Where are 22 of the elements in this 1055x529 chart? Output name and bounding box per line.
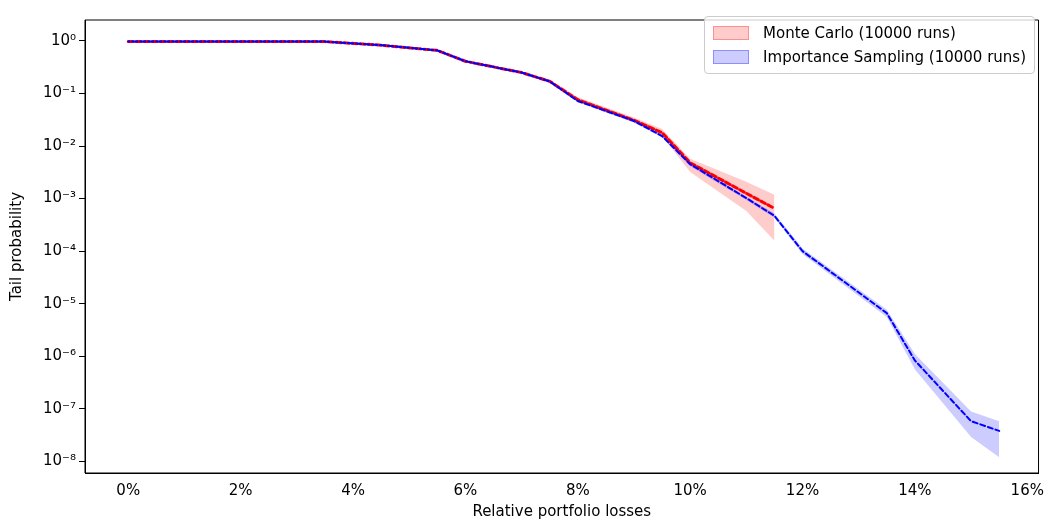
x-tick-label: 0% <box>116 480 141 499</box>
x-tick-label: 12% <box>785 480 820 499</box>
legend-label: Monte Carlo (10000 runs) <box>763 23 956 44</box>
y-tick-label: 10⁻² <box>42 135 76 154</box>
x-tick-label: 2% <box>228 480 253 499</box>
x-axis-title: Relative portfolio losses <box>472 501 652 520</box>
legend-label: Importance Sampling (10000 runs) <box>763 47 1026 68</box>
x-tick-label: 10% <box>673 480 707 499</box>
x-tick-label: 16% <box>1010 480 1044 499</box>
y-tick-label: 10⁻⁵ <box>42 293 76 312</box>
y-tick-label: 10⁻¹ <box>42 83 76 102</box>
y-tick-label: 10⁻⁷ <box>42 398 76 417</box>
y-tick-label: 10⁰ <box>50 30 76 49</box>
y-tick-label: 10⁻⁶ <box>42 346 76 365</box>
y-tick-label: 10⁻⁴ <box>42 241 76 260</box>
x-tick-label: 8% <box>565 480 590 499</box>
x-tick-label: 4% <box>341 480 365 499</box>
y-tick-label: 10⁻⁸ <box>42 451 76 470</box>
y-axis-title: Tail probability <box>6 191 25 303</box>
x-tick-label: 14% <box>898 480 932 499</box>
x-tick-label: 6% <box>453 480 478 499</box>
y-tick-label: 10⁻³ <box>42 188 76 207</box>
